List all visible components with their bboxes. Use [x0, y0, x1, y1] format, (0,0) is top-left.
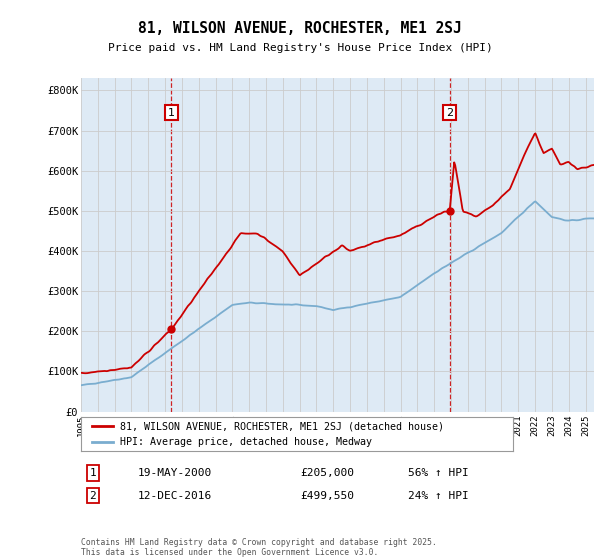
Text: HPI: Average price, detached house, Medway: HPI: Average price, detached house, Medw… — [120, 437, 372, 447]
Text: 2: 2 — [89, 491, 97, 501]
Text: 81, WILSON AVENUE, ROCHESTER, ME1 2SJ: 81, WILSON AVENUE, ROCHESTER, ME1 2SJ — [138, 21, 462, 36]
Text: Price paid vs. HM Land Registry's House Price Index (HPI): Price paid vs. HM Land Registry's House … — [107, 43, 493, 53]
Text: 19-MAY-2000: 19-MAY-2000 — [138, 468, 212, 478]
Text: 2: 2 — [446, 108, 453, 118]
Text: 12-DEC-2016: 12-DEC-2016 — [138, 491, 212, 501]
Text: 56% ↑ HPI: 56% ↑ HPI — [408, 468, 469, 478]
Text: 1: 1 — [89, 468, 97, 478]
Text: £205,000: £205,000 — [300, 468, 354, 478]
Text: 81, WILSON AVENUE, ROCHESTER, ME1 2SJ (detached house): 81, WILSON AVENUE, ROCHESTER, ME1 2SJ (d… — [120, 421, 444, 431]
Text: Contains HM Land Registry data © Crown copyright and database right 2025.
This d: Contains HM Land Registry data © Crown c… — [81, 538, 437, 557]
Text: 1: 1 — [168, 108, 175, 118]
Text: £499,550: £499,550 — [300, 491, 354, 501]
Text: 24% ↑ HPI: 24% ↑ HPI — [408, 491, 469, 501]
